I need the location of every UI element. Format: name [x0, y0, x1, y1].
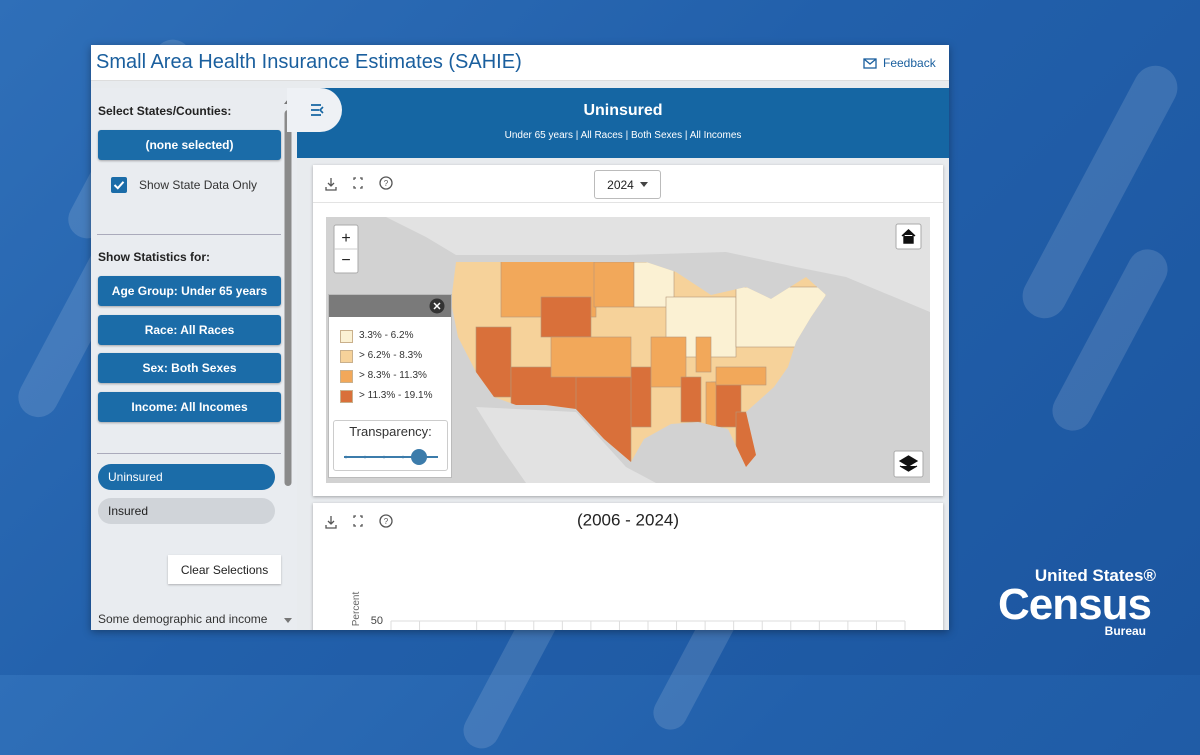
feedback-text: Feedback: [883, 56, 936, 70]
note-text: Some demographic and income: [98, 612, 268, 626]
divider: [97, 453, 281, 454]
scrollbar-art: [284, 99, 292, 623]
measure-pill[interactable]: Insured: [98, 498, 275, 524]
sidebar: Select States/Counties: (none selected) …: [91, 88, 297, 630]
help-glyph: ?: [384, 517, 389, 526]
legend-swatch: [340, 370, 353, 383]
transparency-slider[interactable]: [342, 447, 442, 467]
chart-title: (2006 - 2024): [577, 510, 679, 529]
logo-line: United States®: [1034, 566, 1156, 585]
legend-label: > 11.3% - 19.1%: [359, 390, 433, 401]
clear-button[interactable]: Clear Selections: [168, 555, 281, 584]
zoom-in[interactable]: +: [341, 230, 350, 247]
card-tools: ?: [325, 514, 393, 529]
filter-button[interactable]: Sex: Both Sexes: [98, 353, 281, 383]
trend-card: ? (2006 - 2024) Percent 5025: [313, 503, 943, 630]
year-value: 2024: [607, 177, 634, 192]
year-dropdown[interactable]: 2024: [594, 170, 661, 199]
close-button[interactable]: [429, 298, 445, 314]
chart-gap: [429, 621, 456, 630]
help-glyph: ?: [384, 179, 389, 188]
transparency-box: Transparency:: [333, 420, 448, 471]
layers-icon: [898, 455, 919, 472]
legend-label: 3.3% - 6.2%: [359, 330, 414, 341]
filter-button[interactable]: Income: All Incomes: [98, 391, 281, 422]
card-tools: ?: [325, 176, 393, 191]
feedback-link[interactable]: Feedback: [863, 56, 936, 70]
mexico-land: [476, 407, 656, 483]
map: + −: [326, 217, 930, 483]
measure-pill[interactable]: Uninsured: [98, 464, 275, 490]
legend-header: [329, 295, 451, 317]
app-window: Small Area Health Insurance Estimates (S…: [91, 45, 949, 630]
help-icon[interactable]: [379, 514, 393, 528]
mail-icon: [863, 57, 877, 69]
legend-swatch: [340, 390, 353, 403]
canada-land: [386, 217, 930, 312]
map-legend: Transparency: 3.3% - 6.2% > 6.2% - 8.3% > …: [328, 294, 452, 478]
checkbox-label: Show State Data Only: [139, 178, 258, 192]
filter-button[interactable]: Race: All Races: [98, 314, 281, 345]
panel-header: Uninsured Under 65 years | All Races | B…: [297, 88, 949, 158]
legend-label: > 6.2% - 8.3%: [359, 350, 423, 361]
section-label: Show Statistics for:: [98, 250, 211, 264]
toggle-icon: [311, 104, 324, 116]
census-logo: United States® Census Bureau: [998, 566, 1168, 638]
section-label: Select States/Counties:: [98, 104, 232, 118]
app-title: Small Area Health Insurance Estimates (S…: [96, 51, 522, 73]
divider: [313, 202, 943, 203]
logo-line: Bureau: [1104, 624, 1146, 638]
y-axis-label: Percent: [351, 592, 362, 627]
legend-swatch: [340, 350, 353, 363]
map-card: ? 2024: [313, 165, 943, 496]
legend-label: > 8.3% - 11.3%: [359, 370, 427, 381]
transparency-label: Transparency:: [349, 424, 432, 439]
download-icon[interactable]: [325, 178, 337, 191]
filter-button[interactable]: Age Group: Under 65 years: [98, 276, 281, 306]
selection-button[interactable]: (none selected): [98, 130, 281, 160]
divider: [97, 234, 281, 235]
download-icon[interactable]: [325, 516, 337, 529]
fullscreen-icon[interactable]: [353, 515, 363, 527]
zoom-out[interactable]: −: [341, 252, 350, 269]
panel-title: Uninsured: [583, 102, 663, 119]
fullscreen-icon[interactable]: [353, 177, 363, 189]
home-icon: [901, 229, 916, 244]
sidebar-toggle[interactable]: [287, 88, 342, 132]
logo-line: Census: [998, 580, 1152, 629]
help-icon[interactable]: [379, 176, 393, 190]
trend-chart: (2006 - 2024) Percent 5025: [351, 510, 906, 630]
scrollbar[interactable]: [283, 96, 293, 626]
page: United States® Census Bureau Small Area …: [0, 0, 1200, 675]
panel-subtitle: Under 65 years | All Races | Both Sexes …: [504, 130, 742, 141]
y-tick-label: 50: [371, 615, 383, 627]
header: Small Area Health Insurance Estimates (S…: [91, 45, 949, 81]
check-mark: [113, 181, 125, 190]
legend-swatch: [340, 330, 353, 343]
caret: [639, 182, 648, 187]
checkbox[interactable]: [111, 177, 127, 193]
